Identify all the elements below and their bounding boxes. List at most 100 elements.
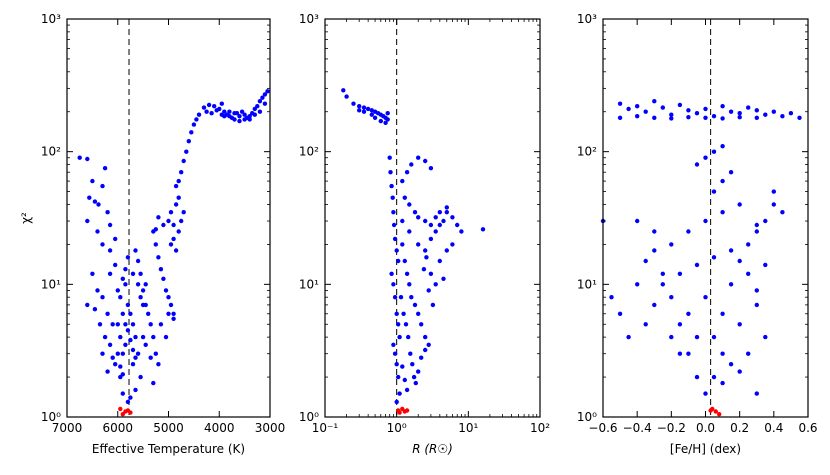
data-point-blue [130, 347, 136, 353]
x-tick-label: 10² [530, 421, 550, 435]
x-tick-label: 6000 [102, 421, 133, 435]
data-point-red [120, 412, 126, 417]
data-point-blue [459, 229, 464, 234]
data-point-blue [728, 248, 734, 253]
data-point-blue [181, 158, 186, 164]
data-point-blue [711, 149, 717, 154]
data-point-blue [390, 195, 395, 200]
data-point-blue [720, 210, 725, 215]
data-point-blue [406, 334, 411, 340]
data-point-blue [626, 334, 631, 340]
data-point-blue [102, 334, 108, 340]
data-point-blue [480, 227, 486, 232]
data-point-blue [163, 334, 169, 340]
data-point-blue [660, 282, 665, 287]
data-point-blue [265, 89, 270, 94]
data-point-blue [433, 215, 438, 220]
data-point-blue [96, 202, 101, 207]
x-axis-label: Effective Temperature (K) [92, 442, 245, 456]
data-point-blue [92, 199, 98, 204]
data-point-blue [444, 210, 449, 215]
data-point-blue [176, 195, 181, 200]
data-point-blue [728, 282, 734, 287]
data-point-blue [118, 295, 123, 300]
data-point-blue [232, 111, 237, 116]
data-point-blue [113, 236, 118, 242]
data-point-blue [400, 242, 405, 247]
data-point-blue [428, 236, 434, 242]
data-point-blue [130, 322, 136, 327]
data-point-blue [617, 101, 623, 106]
data-point-blue [728, 362, 734, 367]
data-point-blue [391, 342, 396, 347]
data-point-blue [171, 236, 176, 242]
data-point-blue [424, 255, 429, 260]
data-point-blue [394, 311, 399, 316]
panel-right: 10⁰ 10¹ 10² 10³ −0.6 −0.4 −0.2 0.0 0.2 0.4 0.6 [Fe/… [577, 12, 818, 456]
data-point-blue [95, 288, 100, 293]
data-point-blue [703, 155, 708, 160]
data-point-blue [357, 108, 362, 113]
y-tick-label: 10⁰ [299, 410, 319, 424]
data-point-blue [107, 248, 113, 253]
data-point-blue [720, 380, 725, 386]
data-point-blue [426, 342, 431, 347]
data-point-blue [397, 391, 402, 396]
data-point-blue [138, 271, 143, 276]
data-point-blue [643, 109, 648, 114]
data-point-blue [156, 362, 161, 367]
data-point-blue [428, 271, 434, 276]
data-point-blue [163, 288, 169, 293]
data-point-blue [389, 183, 394, 189]
data-point-blue [397, 334, 402, 340]
data-point-blue [151, 380, 156, 386]
data-point-blue [140, 334, 146, 340]
x-tick-label: 10⁰ [387, 421, 407, 435]
data-point-blue [396, 374, 401, 380]
data-point-blue [156, 215, 161, 220]
data-point-blue [247, 114, 252, 119]
data-point-blue [385, 117, 390, 122]
data-point-blue [239, 109, 245, 114]
data-point-blue [140, 302, 146, 308]
data-point-blue [437, 258, 442, 264]
data-point-blue [237, 118, 242, 124]
data-point-blue [400, 218, 405, 224]
data-point-blue [344, 94, 349, 99]
data-point-blue [87, 195, 92, 200]
data-point-blue [677, 322, 683, 327]
data-point-blue [643, 258, 648, 264]
data-point-blue [135, 282, 141, 287]
data-point-blue [257, 109, 263, 114]
data-point-blue [626, 106, 631, 112]
data-point-blue [214, 108, 219, 113]
data-point-blue [115, 351, 121, 356]
data-point-blue [423, 334, 428, 340]
data-point-blue [660, 105, 665, 110]
data-point-blue [171, 311, 176, 316]
data-point-blue [754, 288, 759, 293]
y-tick-label: 10³ [41, 12, 61, 26]
data-point-blue [173, 183, 179, 189]
data-point-blue [95, 229, 100, 234]
data-point-red [397, 410, 402, 415]
data-point-blue [361, 109, 367, 114]
data-point-blue [140, 288, 146, 293]
data-point-blue [441, 276, 446, 281]
data-point-blue [171, 316, 176, 321]
data-point-blue [703, 218, 708, 224]
data-point-blue [206, 102, 212, 108]
data-point-blue [153, 351, 158, 356]
x-axis-label: R (R☉) [412, 442, 453, 456]
data-point-blue [669, 295, 674, 300]
data-point-blue [737, 258, 742, 264]
data-point-blue [703, 115, 708, 121]
data-point-blue [166, 218, 171, 224]
data-point-blue [351, 101, 356, 106]
data-point-blue [720, 178, 725, 184]
data-point-blue [212, 104, 217, 109]
data-point-blue [652, 248, 657, 253]
data-point-blue [746, 271, 751, 276]
data-point-blue [402, 195, 407, 200]
y-axis-label: χ² [19, 212, 33, 224]
